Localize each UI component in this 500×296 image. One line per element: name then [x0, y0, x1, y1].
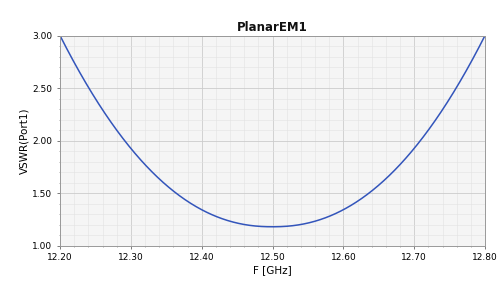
Y-axis label: VSWR(Port1): VSWR(Port1): [20, 107, 30, 174]
X-axis label: F [GHz]: F [GHz]: [253, 265, 292, 275]
Title: PlanarEM1: PlanarEM1: [237, 21, 308, 34]
